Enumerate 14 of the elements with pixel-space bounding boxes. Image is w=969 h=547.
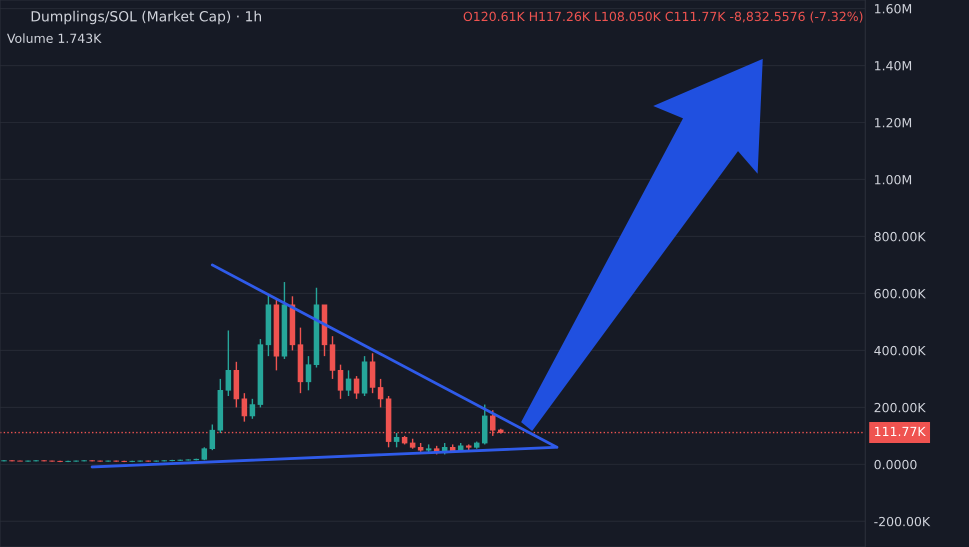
y-tick-label: 0.0000 xyxy=(874,460,917,470)
y-tick-label: 400.00K xyxy=(874,346,926,356)
y-tick-label: 200.00K xyxy=(874,402,926,412)
text: Dumplings/SOL (Market Cap) · 1h xyxy=(32,10,261,24)
y-tick-label: -200.00K xyxy=(874,516,930,526)
y-tick-label: 1.60M xyxy=(875,4,912,14)
y-tick-label: 1.00M xyxy=(875,174,912,184)
y-tick-label: 600.00K xyxy=(874,288,926,298)
ref-line-label: 111.77K xyxy=(875,426,926,436)
annotation: O120.61K H117.26K L108.050K C111.77K -8,832.5576 (-7.32%) xyxy=(464,11,862,23)
annotation: Volume 1.743K xyxy=(7,33,102,44)
y-tick-label: 1.40M xyxy=(875,61,912,70)
y-tick-label: 1.20M xyxy=(875,118,912,128)
y-tick-label: 800.00K xyxy=(874,232,926,242)
